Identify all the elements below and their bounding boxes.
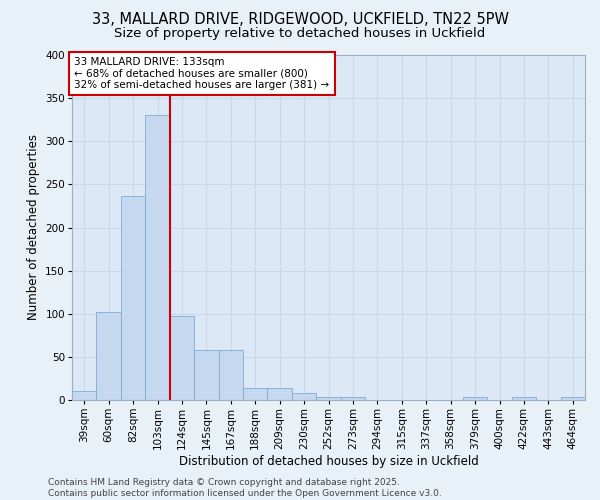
Text: 33, MALLARD DRIVE, RIDGEWOOD, UCKFIELD, TN22 5PW: 33, MALLARD DRIVE, RIDGEWOOD, UCKFIELD, … <box>91 12 509 28</box>
Bar <box>121 196 145 400</box>
Bar <box>341 398 365 400</box>
Bar <box>463 398 487 400</box>
Text: 33 MALLARD DRIVE: 133sqm
← 68% of detached houses are smaller (800)
32% of semi-: 33 MALLARD DRIVE: 133sqm ← 68% of detach… <box>74 56 329 90</box>
Text: Contains HM Land Registry data © Crown copyright and database right 2025.
Contai: Contains HM Land Registry data © Crown c… <box>48 478 442 498</box>
Bar <box>145 116 170 400</box>
Bar <box>560 398 585 400</box>
Bar <box>512 398 536 400</box>
Bar <box>268 388 292 400</box>
Bar <box>243 388 268 400</box>
Bar <box>292 393 316 400</box>
Y-axis label: Number of detached properties: Number of detached properties <box>27 134 40 320</box>
Bar <box>218 350 243 400</box>
Bar <box>194 350 218 400</box>
Bar <box>316 398 341 400</box>
Bar <box>97 312 121 400</box>
X-axis label: Distribution of detached houses by size in Uckfield: Distribution of detached houses by size … <box>179 454 478 468</box>
Bar <box>170 316 194 400</box>
Bar <box>72 392 97 400</box>
Text: Size of property relative to detached houses in Uckfield: Size of property relative to detached ho… <box>115 28 485 40</box>
